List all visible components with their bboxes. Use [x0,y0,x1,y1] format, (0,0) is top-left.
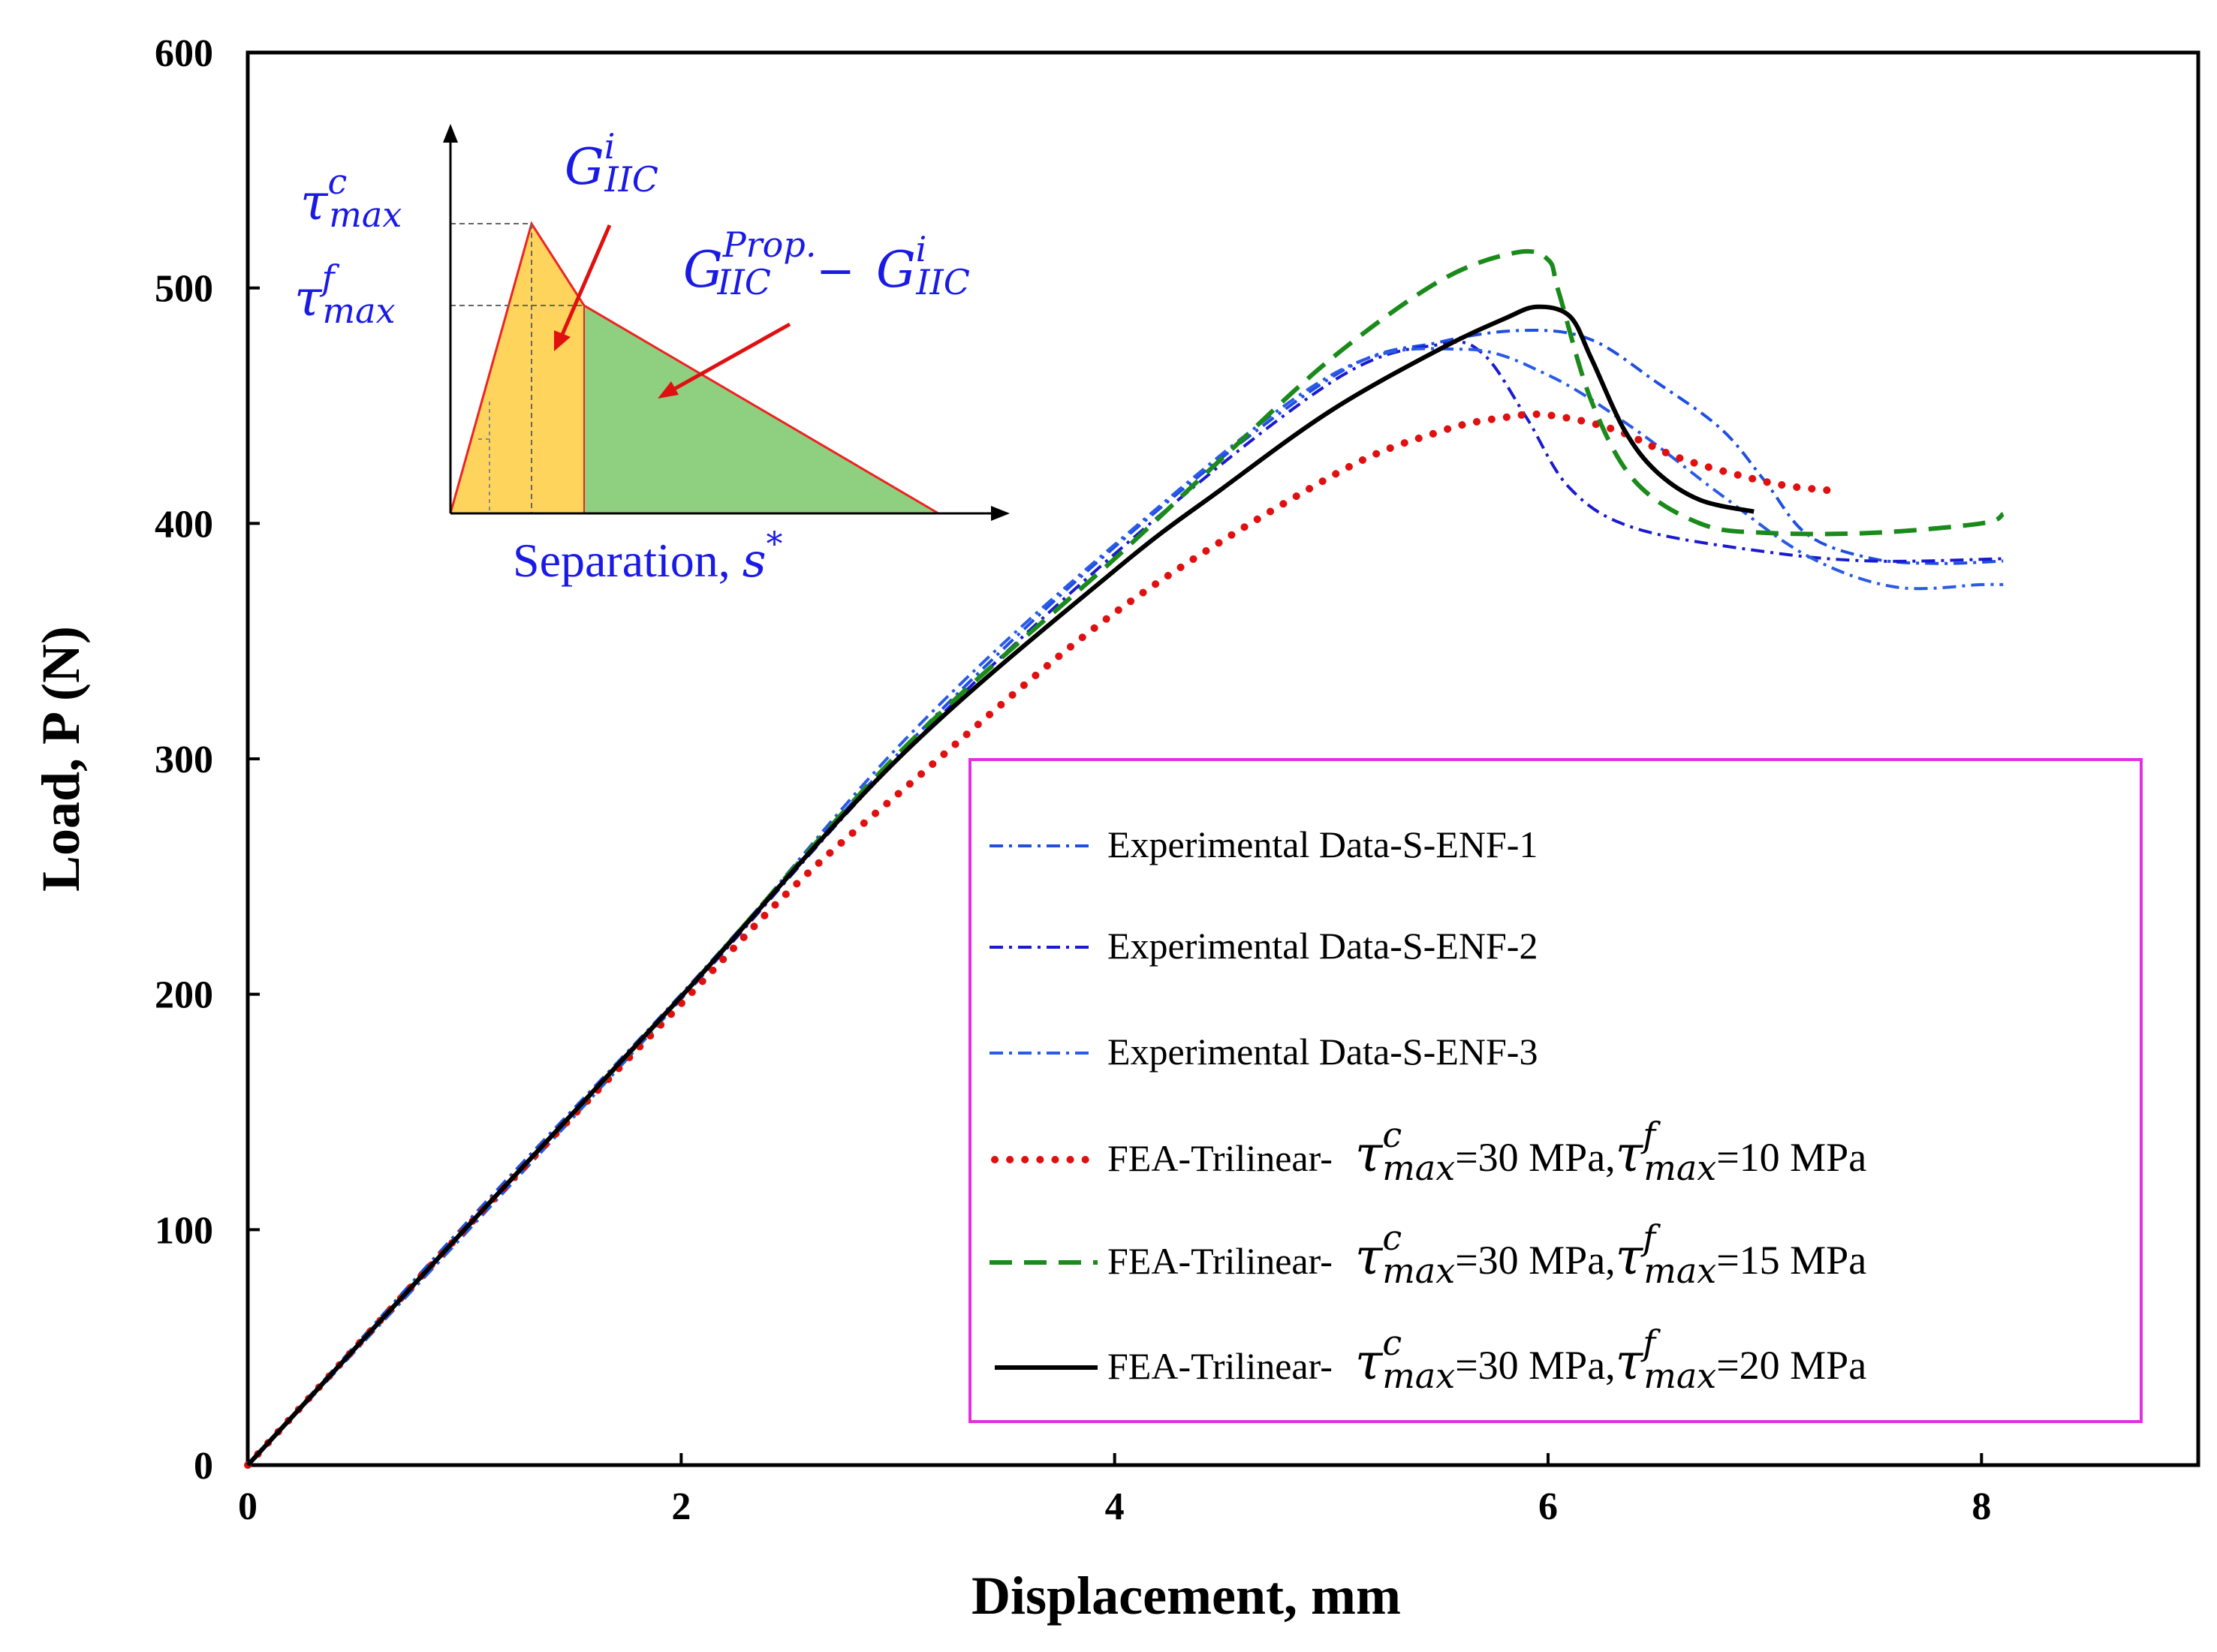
series-line-6 [245,304,1755,1467]
x-tick-label: 0 [238,1485,258,1528]
y-axis-title: Load, P (N) [31,626,91,892]
inset-tau-c-label: τc max [300,161,402,235]
legend-label-exp1: Experimental Data-S-ENF-1 [1107,823,1538,865]
g-prop-arrow [670,322,791,393]
inset-x-axis-arrowhead [991,506,1010,521]
x-tick-label: 2 [671,1485,691,1528]
series-line-4 [244,410,1834,1469]
y-tick-label: 600 [155,32,213,75]
y-tick-label: 400 [155,503,213,546]
x-tick-label: 8 [1972,1485,1991,1528]
series-layer [244,248,2005,1469]
legend-label-fea20: FEA-Trilinear-τc max=30 MPa,τf max=20 MPa [1107,1323,1866,1396]
legend-label-fea10: FEA-Trilinear-τc max=30 MPa,τf max=10 MPa [1107,1115,1866,1188]
y-tick-label: 200 [155,974,213,1017]
y-tick-label: 100 [155,1209,213,1252]
g-init-arrow [559,224,612,337]
legend-label-exp3: Experimental Data-S-ENF-3 [1107,1031,1538,1073]
y-tick-label: 300 [155,739,213,781]
x-tick-label: 6 [1538,1485,1558,1528]
inset-g-init-label: Gi IIC [565,126,658,200]
legend: Experimental Data-S-ENF-1 Experimental D… [968,758,2143,1423]
initiation-energy-region [450,224,584,513]
series-line-3 [246,347,2004,1467]
inset-x-label: Separation, s* [513,525,783,588]
trilinear-law-outline [449,221,939,515]
legend-box [968,758,2143,1423]
g-init-arrowhead [554,330,571,351]
g-prop-arrowhead [658,381,679,399]
x-tick-label: 4 [1105,1485,1125,1528]
x-axis-title: Displacement, mm [971,1566,1401,1626]
inset-y-axis-arrowhead [443,124,458,143]
y-tick-label: 0 [194,1445,213,1488]
legend-label-exp2: Experimental Data-S-ENF-2 [1107,925,1538,967]
y-tick-label: 500 [155,268,213,311]
axis-ticks: 0 2 4 6 8 0 100 200 300 400 500 600 [155,32,1991,1528]
small-step-guide [478,398,490,513]
inset-tau-f-label: τf max [294,257,396,331]
legend-label-fea15: FEA-Trilinear-τc max=30 MPa,τf max=15 MPa [1107,1217,1866,1291]
inset-g-prop-label: GProp. IIC − Gi IIC [683,224,970,302]
cohesive-law-inset: τc max τf max Gi IIC GProp. IIC − Gi IIC Separa… [294,124,1010,588]
